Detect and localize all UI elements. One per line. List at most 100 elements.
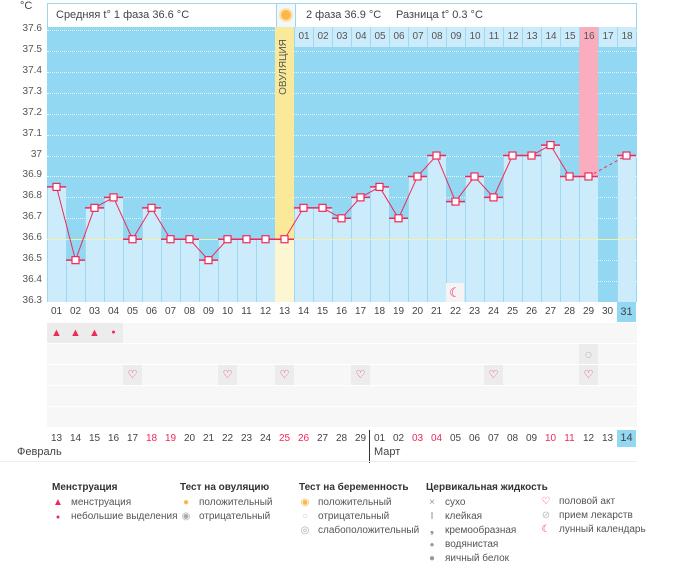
temp-point[interactable]: [432, 151, 441, 160]
day-bar[interactable]: [446, 201, 465, 302]
temp-point[interactable]: [71, 256, 80, 265]
temp-point[interactable]: [128, 235, 137, 244]
y-tick-label: 36.8: [22, 190, 42, 202]
temp-point[interactable]: [90, 203, 99, 212]
day-bar[interactable]: [256, 239, 275, 302]
day-bar[interactable]: [66, 260, 85, 302]
day-bar[interactable]: [104, 197, 123, 302]
symbol-row: [47, 344, 637, 364]
phase2-day-label: 05: [370, 27, 389, 47]
heart-icon[interactable]: ♡: [218, 365, 237, 385]
calendar-date: 04: [430, 433, 443, 444]
day-bar[interactable]: [180, 239, 199, 302]
temp-point[interactable]: [470, 172, 479, 181]
temp-difference: Разница t° 0.3 °C: [396, 9, 483, 21]
cycle-day-label: 17: [354, 306, 367, 317]
temp-point[interactable]: [546, 140, 555, 150]
heart-icon[interactable]: ♡: [351, 365, 370, 385]
legend-title: Менструация: [52, 482, 118, 493]
temp-point[interactable]: [527, 151, 536, 160]
temp-point[interactable]: [280, 235, 289, 244]
legend-menstruation: Менструация ▲ менструация ● небольшие выде…: [52, 482, 178, 525]
temp-point[interactable]: [166, 235, 175, 244]
temp-point[interactable]: [337, 214, 346, 223]
moon-icon[interactable]: ☾: [446, 283, 464, 302]
calendar-date: 01: [373, 433, 386, 444]
temp-point[interactable]: [204, 256, 213, 265]
day-bar[interactable]: [351, 197, 370, 302]
temp-point[interactable]: [318, 203, 327, 212]
cycle-day-label: 29: [582, 306, 595, 317]
temp-point[interactable]: [489, 193, 498, 202]
day-bar[interactable]: [123, 239, 142, 302]
phase2-day-label: 14: [541, 27, 560, 47]
symbol-row: [47, 407, 637, 427]
temp-point[interactable]: [261, 235, 270, 244]
ovulation-lower: [275, 239, 294, 302]
day-bar[interactable]: [370, 186, 389, 302]
unit-label: °C: [20, 0, 33, 12]
menstruation-icon[interactable]: ▲: [47, 323, 66, 343]
bbt-chart: ОВУЛЯЦИЯ 01 02 03 04 05 06 07 08 09 10 11 12 13 14 15 16…: [47, 27, 637, 302]
temp-point[interactable]: [147, 203, 156, 212]
heart-icon[interactable]: ♡: [275, 365, 294, 385]
day-bar[interactable]: [313, 207, 332, 302]
temp-point[interactable]: [584, 172, 593, 181]
day-bar[interactable]: [294, 207, 313, 302]
temp-point[interactable]: [185, 235, 194, 244]
legend-pregnancy-test: Тест на беременность ◉ положительный ○ отр…: [299, 482, 419, 539]
legend-ovulation-test: Тест на овуляцию ● положительный ◉ отрицат…: [180, 482, 272, 525]
temp-point[interactable]: [565, 172, 574, 181]
cycle-day-label: 01: [50, 306, 63, 317]
gridline: [47, 92, 637, 94]
day-bar[interactable]: [47, 186, 66, 302]
day-bar[interactable]: [85, 207, 104, 302]
temp-point[interactable]: [52, 182, 61, 192]
day-bar[interactable]: [142, 207, 161, 302]
temp-point[interactable]: [413, 172, 422, 181]
phase2-day-label: 15: [560, 27, 579, 47]
temp-point[interactable]: [356, 193, 365, 202]
day-bar[interactable]: [237, 239, 256, 302]
cycle-day-label: 03: [88, 306, 101, 317]
temp-point[interactable]: [508, 151, 517, 160]
temp-point[interactable]: [223, 235, 232, 244]
calendar-date: 21: [202, 433, 215, 444]
menstruation-icon[interactable]: ▲: [85, 323, 104, 343]
day-bar[interactable]: [503, 155, 522, 302]
temp-point[interactable]: [622, 151, 631, 160]
day-bar[interactable]: [617, 155, 636, 302]
menstruation-icon[interactable]: ▲: [66, 323, 85, 343]
day-bar[interactable]: [427, 155, 446, 302]
heart-icon[interactable]: ♡: [484, 365, 503, 385]
cycle-day-label: 02: [69, 306, 82, 317]
cycle-day-label: 24: [487, 306, 500, 317]
symbol-row: [47, 386, 637, 406]
cycle-day-label: 28: [563, 306, 576, 317]
day-bar[interactable]: [199, 260, 218, 302]
heart-icon[interactable]: ♡: [123, 365, 142, 385]
cycle-day-label: 15: [316, 306, 329, 317]
day-bar[interactable]: [484, 197, 503, 302]
cycle-day-label: 25: [506, 306, 519, 317]
temp-point[interactable]: [299, 203, 308, 212]
pregnancy-test-negative-icon[interactable]: ○: [579, 344, 598, 364]
gridline: [47, 155, 637, 157]
day-bar[interactable]: [541, 145, 560, 302]
day-bar[interactable]: [522, 155, 541, 302]
temp-point[interactable]: [109, 193, 118, 202]
temp-point[interactable]: [451, 197, 460, 206]
phase2-day-label: 08: [427, 27, 446, 47]
temp-point[interactable]: [242, 235, 251, 244]
phase2-day-label: 10: [465, 27, 484, 47]
temp-point[interactable]: [375, 182, 384, 192]
moon-icon: ☾: [541, 524, 551, 535]
temp-point[interactable]: [394, 214, 403, 223]
y-tick-label: 37.6: [22, 23, 42, 34]
calendar-date: 07: [487, 433, 500, 444]
heart-icon[interactable]: ♡: [579, 365, 598, 385]
day-bar[interactable]: [161, 239, 180, 302]
day-bar[interactable]: [218, 239, 237, 302]
spotting-icon[interactable]: ●: [104, 323, 123, 343]
calendar-date: 14: [617, 430, 636, 447]
